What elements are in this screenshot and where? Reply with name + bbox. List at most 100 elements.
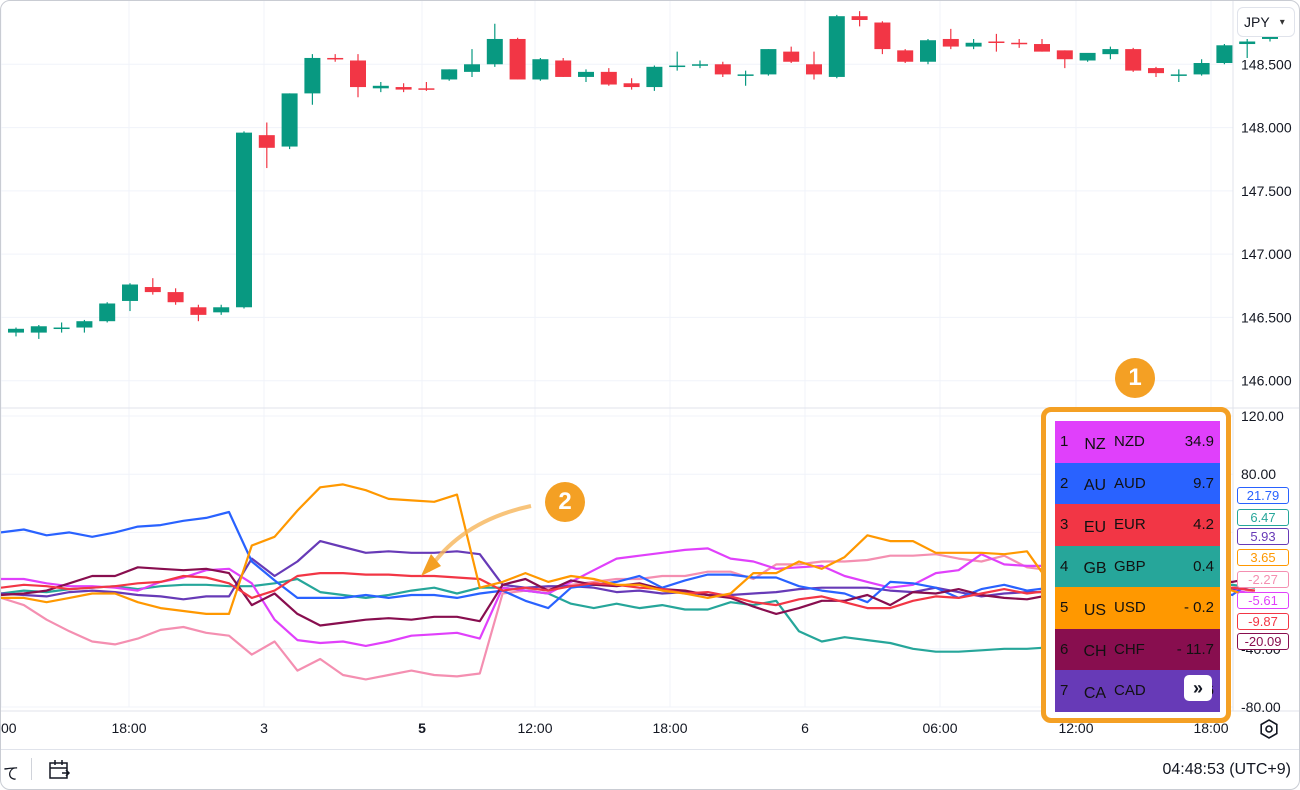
candle-body [669,65,686,68]
candle-body [350,60,366,88]
annotation-arrowhead [421,554,441,576]
candle-body [1239,41,1256,45]
candle-body [395,87,412,90]
candle-body [1056,50,1073,60]
annotation-badge-2: 2 [545,482,585,522]
strength-code: US [1083,601,1107,619]
candle-body [942,38,959,47]
candle-body [555,60,572,77]
candle-body [327,57,344,60]
candle-body [76,321,93,328]
candle-body [806,64,822,75]
bottom-left-text[interactable]: て [3,766,20,783]
time-tick-label: 18:00 [1193,720,1228,736]
strength-currency: AUD [1114,474,1146,492]
strength-rank: 3 [1060,516,1069,534]
strength-row: 5 US USD - 0.2 [1055,587,1220,629]
candle-body [1011,42,1028,45]
candle-body [53,327,70,330]
strength-code: CH [1083,643,1107,661]
candle-body [737,74,754,76]
strength-value: 4.2 [1193,516,1214,534]
expand-button[interactable]: » [1184,675,1212,701]
series-value-label: -20.09 [1237,633,1289,650]
price-axis: 148.500 148.000 147.500 147.000 146.500 146.0… [1241,56,1292,388]
calendar-icon[interactable] [47,758,71,782]
candle-body [30,326,47,333]
strength-value: 9.7 [1193,474,1214,492]
candle-body [190,307,207,315]
bottom-toolbar: て 04:48:53 (UTC+9) [1,749,1299,789]
price-tick-label: 148.000 [1241,120,1292,136]
currency-selector[interactable]: JPY ▾ [1237,7,1295,37]
strength-tick-label: 80.00 [1241,466,1276,482]
candle-body [965,42,982,47]
candle-body [8,328,24,333]
candle-body [1148,68,1164,74]
candle-body [988,41,1005,43]
candle-body [167,292,184,303]
settings-icon[interactable] [1257,717,1281,741]
series-value-label: -5.61 [1237,592,1289,609]
candle-body [213,307,230,313]
strength-rank: 2 [1060,474,1069,492]
candle-body [920,40,936,62]
strength-currency: NZD [1114,433,1145,451]
time-axis: 00 18:00 3 5 12:00 18:00 6 06:00 12:00 18:00 [1,720,1229,736]
candle-body [578,71,594,77]
series-value-label: 6.47 [1237,509,1289,526]
strength-table: 1 NZ NZD 34.9 2 AU AUD 9.7 3 EU EUR 4.2 4 GB GBP 0.4 5 US… [1041,407,1231,723]
currency-label: JPY [1244,14,1270,30]
time-tick-label: 18:00 [111,720,146,736]
candle-body [1125,49,1142,71]
time-tick-label: 12:00 [517,720,552,736]
strength-code: EU [1083,518,1107,536]
candle-body [372,85,389,89]
strength-code: NZ [1084,435,1106,453]
candle-body [897,50,914,62]
strength-rank: 1 [1060,433,1069,451]
price-tick-label: 146.000 [1241,373,1292,389]
strength-rank: 6 [1060,640,1069,658]
strength-code: AU [1083,477,1107,495]
candle-body [441,69,458,80]
strength-row: 1 NZ NZD 34.9 [1055,421,1220,463]
strength-row: 2 AU AUD 9.7 [1055,462,1220,504]
strength-row: 6 CH CHF - 11.7 [1055,628,1220,670]
candle-body [304,57,321,94]
series-value-label: -2.27 [1237,571,1289,588]
candle-body [783,51,800,62]
time-tick-label: 12:00 [1058,720,1093,736]
candle-body [828,16,845,77]
time-tick-label: 00 [1,720,17,736]
candle-body [236,132,252,308]
candle-body [623,83,640,88]
series-value-label: 21.79 [1237,487,1289,504]
strength-value: 34.9 [1184,433,1214,451]
chevron-down-icon: ▾ [1279,16,1285,28]
candle-body [281,93,298,147]
candle-body [692,64,708,66]
annotation-arrow [426,504,532,573]
candle-body [258,135,275,148]
time-tick-label: 06:00 [922,720,957,736]
strength-rows: 1 NZ NZD 34.9 2 AU AUD 9.7 3 EU EUR 4.2 4 GB GBP 0.4 5 US… [1055,421,1220,712]
strength-rank: 5 [1060,599,1069,617]
strength-tick-label: 120.00 [1241,408,1284,424]
candle-body [1193,63,1210,75]
series-value-label: 3.65 [1237,549,1289,566]
series-value-label: -9.87 [1237,613,1289,630]
strength-currency: EUR [1114,516,1146,534]
time-tick-label: 3 [260,720,268,736]
candle-body [714,64,731,75]
candle-body [646,66,663,88]
price-tick-label: 148.500 [1241,56,1292,72]
strength-row: 4 GB GBP 0.4 [1055,545,1220,587]
candle-body [1079,52,1096,61]
candle-body [486,38,503,65]
price-candles [8,11,1278,339]
clock: 04:48:53 (UTC+9) [1162,761,1291,778]
annotation-badge-1: 1 [1115,358,1155,398]
candle-body [532,59,549,80]
time-tick-label: 5 [418,720,426,736]
